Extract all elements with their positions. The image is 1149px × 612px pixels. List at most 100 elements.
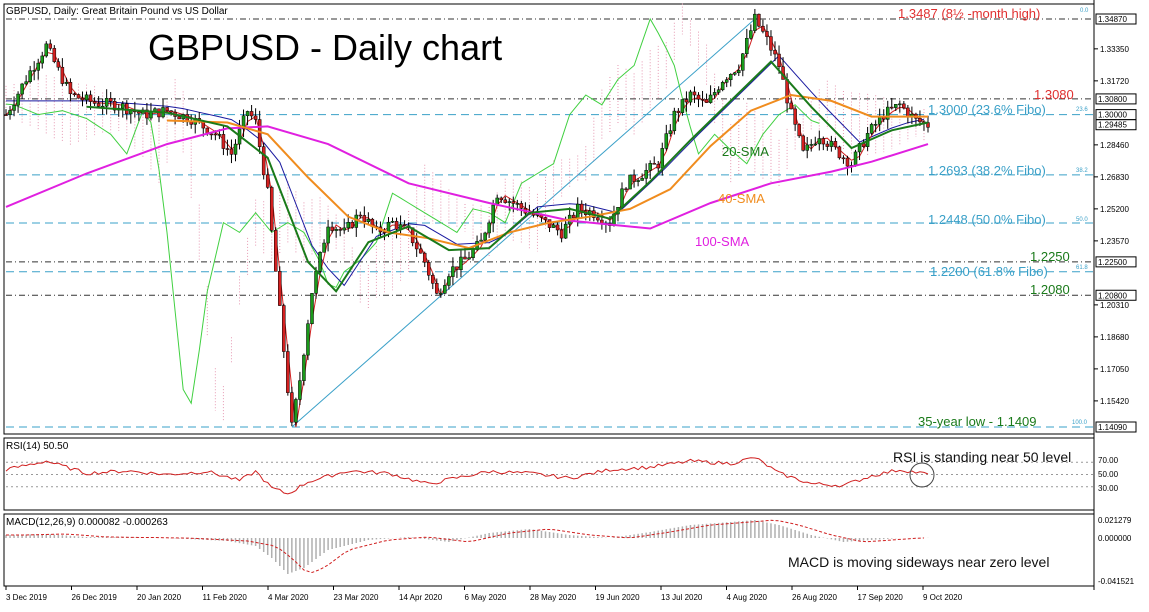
candle-body-52 <box>213 133 218 136</box>
candle-body-206 <box>833 141 838 148</box>
candle-body-188 <box>761 25 765 32</box>
candle-body-118 <box>479 239 483 242</box>
price-tick-label-2: 1.28460 <box>1100 141 1129 150</box>
price-tag-label-1: 1.30800 <box>1098 95 1127 104</box>
candle-body-55 <box>225 148 230 150</box>
candle-body-155 <box>628 174 632 190</box>
candle-body-86 <box>350 222 355 228</box>
annotation-fibo-38-2: 1.2693 (38.2% Fibo) <box>928 163 1046 178</box>
date-label-14: 9 Oct 2020 <box>923 593 963 602</box>
date-label-7: 6 May 2020 <box>465 593 507 602</box>
price-tick-label-7: 1.18680 <box>1100 333 1129 342</box>
candle-body-217 <box>877 116 882 125</box>
candle-body-13 <box>56 61 61 68</box>
candle-body-7 <box>32 70 36 72</box>
candle-body-21 <box>88 94 93 102</box>
candle-body-156 <box>632 174 636 182</box>
candle-body-141 <box>571 214 576 219</box>
candle-body-221 <box>894 104 898 108</box>
candle-body-180 <box>728 74 733 81</box>
candle-body-17 <box>72 93 77 96</box>
candle-body-159 <box>644 170 648 179</box>
candle-body-81 <box>330 226 334 231</box>
candle-body-68 <box>278 271 282 306</box>
candle-body-105 <box>427 262 431 276</box>
candle-body-16 <box>68 82 73 95</box>
candle-body-181 <box>732 72 737 75</box>
date-label-1: 26 Dec 2019 <box>72 593 118 602</box>
candle-body-79 <box>322 242 326 253</box>
candle-body-20 <box>84 94 89 101</box>
ichimoku-cloud <box>5 3 925 421</box>
candle-body-204 <box>825 143 830 147</box>
candle-body-147 <box>596 217 600 221</box>
candle-body-170 <box>688 91 693 103</box>
candle-body-19 <box>80 97 85 101</box>
candle-body-223 <box>902 103 906 109</box>
candle-body-103 <box>418 248 423 254</box>
candle-body-104 <box>422 252 427 263</box>
candle-body-126 <box>511 201 516 204</box>
candle-body-3 <box>16 93 20 106</box>
macd-tick-top: 0.021279 <box>1098 516 1132 525</box>
candle-body-112 <box>455 266 459 270</box>
candle-body-192 <box>777 53 781 68</box>
candle-body-96 <box>390 221 395 223</box>
candle-body-11 <box>48 43 53 49</box>
annotation-high: 1.3487 (8½ -month high) <box>898 6 1040 21</box>
candle-body-224 <box>906 107 910 118</box>
macd-series <box>5 519 929 574</box>
candle-body-123 <box>499 197 503 201</box>
candle-body-75 <box>306 323 310 356</box>
date-label-4: 4 Mar 2020 <box>268 593 309 602</box>
candle-body-124 <box>503 199 507 203</box>
candle-body-111 <box>451 266 455 277</box>
overlay-lines <box>5 60 929 293</box>
candle-body-128 <box>519 203 524 209</box>
label-40-sma: 40-SMA <box>718 191 765 206</box>
candle-body-143 <box>579 203 584 212</box>
annotation-1-2250: 1.2250 <box>1030 249 1070 264</box>
candle-body-167 <box>676 110 681 113</box>
candle-body-191 <box>773 49 777 55</box>
candle-body-194 <box>785 79 789 104</box>
candle-body-164 <box>664 133 669 149</box>
label-100-sma: 100-SMA <box>695 234 750 249</box>
candle-body-14 <box>60 66 65 84</box>
sma40-line <box>166 93 928 250</box>
candle-body-201 <box>813 143 818 146</box>
price-tag-box-4 <box>1095 256 1137 268</box>
candle-body-205 <box>829 141 834 147</box>
candle-body-57 <box>233 143 238 155</box>
symbol-label: GBPUSD, Daily: Great Britain Pound vs US… <box>6 6 228 17</box>
candle-body-40 <box>165 107 169 112</box>
candle-body-166 <box>672 110 677 131</box>
candle-body-161 <box>652 163 656 165</box>
date-label-13: 17 Sep 2020 <box>858 593 904 602</box>
candle-body-154 <box>624 188 628 191</box>
level-lines <box>6 18 1094 428</box>
rsi-tick-50: 50.00 <box>1098 470 1119 479</box>
candle-body-74 <box>302 354 306 381</box>
candle-body-190 <box>769 36 773 51</box>
rsi-note: RSI is standing near 50 level <box>893 449 1071 465</box>
price-tick-label-6: 1.20310 <box>1100 301 1129 310</box>
candle-body-18 <box>76 94 81 99</box>
candle-body-120 <box>487 222 491 234</box>
candle-body-220 <box>890 106 894 109</box>
candle-body-198 <box>801 135 805 151</box>
candle-body-110 <box>447 276 451 286</box>
candle-body-4 <box>20 83 24 95</box>
candle-body-165 <box>668 130 673 134</box>
candle-body-153 <box>620 188 624 208</box>
candle-body-9 <box>40 55 44 64</box>
candle-body-216 <box>873 124 878 126</box>
macd-label: MACD(12,26,9) 0.000082 -0.000263 <box>6 517 168 528</box>
candle-body-35 <box>145 109 149 119</box>
date-label-12: 26 Aug 2020 <box>792 593 837 602</box>
candle-body-59 <box>241 115 246 130</box>
candle-body-202 <box>817 138 822 145</box>
price-tag-label-3: 1.29485 <box>1098 121 1127 130</box>
date-label-10: 13 Jul 2020 <box>661 593 703 602</box>
